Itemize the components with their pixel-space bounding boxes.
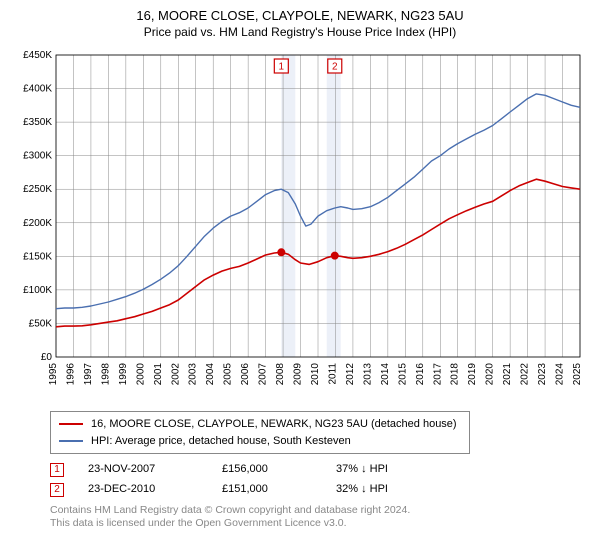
svg-text:2007: 2007 [258, 363, 269, 386]
sale-hpi-delta: 32% ↓ HPI [336, 480, 388, 500]
legend-swatch [59, 423, 83, 425]
svg-text:2001: 2001 [153, 363, 164, 386]
sale-date: 23-DEC-2010 [88, 480, 198, 500]
svg-text:1: 1 [279, 62, 285, 73]
svg-text:2009: 2009 [293, 363, 304, 386]
attribution: Contains HM Land Registry data © Crown c… [50, 504, 590, 531]
svg-text:2006: 2006 [240, 363, 251, 386]
svg-text:1995: 1995 [48, 363, 59, 386]
sale-row: 2 23-DEC-2010 £151,000 32% ↓ HPI [50, 480, 590, 500]
svg-text:£200K: £200K [23, 218, 52, 229]
svg-text:2012: 2012 [345, 363, 356, 386]
svg-text:2025: 2025 [572, 363, 583, 386]
svg-text:£50K: £50K [29, 318, 53, 329]
svg-text:2021: 2021 [502, 363, 513, 386]
svg-text:2023: 2023 [537, 363, 548, 386]
attribution-line: This data is licensed under the Open Gov… [50, 517, 590, 531]
svg-text:2013: 2013 [362, 363, 373, 386]
attribution-line: Contains HM Land Registry data © Crown c… [50, 504, 590, 518]
sale-price: £151,000 [222, 480, 312, 500]
svg-text:2016: 2016 [415, 363, 426, 386]
sale-date: 23-NOV-2007 [88, 460, 198, 480]
svg-text:£250K: £250K [23, 184, 52, 195]
svg-text:2011: 2011 [327, 363, 338, 385]
svg-text:1996: 1996 [65, 363, 76, 386]
svg-text:2004: 2004 [205, 363, 216, 386]
sale-row: 1 23-NOV-2007 £156,000 37% ↓ HPI [50, 460, 590, 480]
svg-text:2015: 2015 [397, 363, 408, 386]
line-chart-svg: £0 £50K £100K £150K £200K £250K £300K £350K £400… [10, 45, 590, 405]
legend-label: HPI: Average price, detached house, Sout… [91, 433, 351, 450]
svg-text:£150K: £150K [23, 251, 52, 262]
legend-swatch [59, 440, 83, 442]
svg-text:1997: 1997 [83, 363, 94, 386]
chart-subtitle: Price paid vs. HM Land Registry's House … [10, 25, 590, 39]
svg-text:2019: 2019 [467, 363, 478, 386]
svg-text:£350K: £350K [23, 117, 52, 128]
svg-text:£450K: £450K [23, 50, 52, 61]
svg-text:1998: 1998 [100, 363, 111, 386]
svg-text:2018: 2018 [450, 363, 461, 386]
svg-text:2005: 2005 [223, 363, 234, 386]
chart-area: £0 £50K £100K £150K £200K £250K £300K £350K £400… [10, 45, 590, 405]
sale-price: £156,000 [222, 460, 312, 480]
sale-marker-icon: 2 [50, 483, 64, 497]
svg-text:£400K: £400K [23, 84, 52, 95]
legend-item: 16, MOORE CLOSE, CLAYPOLE, NEWARK, NG23 … [59, 416, 461, 433]
svg-text:1999: 1999 [118, 363, 129, 386]
svg-text:2008: 2008 [275, 363, 286, 386]
svg-text:2020: 2020 [485, 363, 496, 386]
chart-titles: 16, MOORE CLOSE, CLAYPOLE, NEWARK, NG23 … [10, 8, 590, 39]
svg-text:2000: 2000 [135, 363, 146, 386]
svg-text:2002: 2002 [170, 363, 181, 386]
legend-label: 16, MOORE CLOSE, CLAYPOLE, NEWARK, NG23 … [91, 416, 457, 433]
sales-table: 1 23-NOV-2007 £156,000 37% ↓ HPI 2 23-DE… [50, 460, 590, 500]
chart-title-address: 16, MOORE CLOSE, CLAYPOLE, NEWARK, NG23 … [10, 8, 590, 23]
svg-text:2014: 2014 [380, 363, 391, 386]
svg-text:£300K: £300K [23, 151, 52, 162]
svg-text:2003: 2003 [188, 363, 199, 386]
legend-item: HPI: Average price, detached house, Sout… [59, 433, 461, 450]
svg-text:£0: £0 [41, 352, 53, 363]
chart-legend: 16, MOORE CLOSE, CLAYPOLE, NEWARK, NG23 … [50, 411, 470, 454]
svg-text:2010: 2010 [310, 363, 321, 386]
svg-text:2022: 2022 [520, 363, 531, 386]
svg-text:2024: 2024 [555, 363, 566, 386]
svg-text:2017: 2017 [432, 363, 443, 386]
svg-text:£100K: £100K [23, 285, 52, 296]
sale-marker-icon: 1 [50, 463, 64, 477]
svg-text:2: 2 [332, 62, 338, 73]
sale-hpi-delta: 37% ↓ HPI [336, 460, 388, 480]
